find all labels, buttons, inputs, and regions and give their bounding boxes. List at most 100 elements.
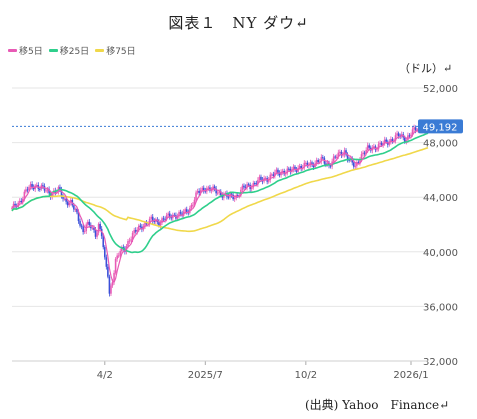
y-tick-label: 32,000 [423, 357, 458, 368]
candle-body [284, 173, 287, 175]
candle-body [199, 190, 202, 194]
candle-body [298, 165, 301, 168]
candle-body [271, 174, 273, 176]
chart-title: 図表１ NY ダウ↵ [168, 14, 309, 32]
last-value-label: 49,192 [423, 122, 458, 133]
y-tick-label: 36,000 [423, 302, 458, 313]
candle-body [133, 230, 135, 233]
y-unit-label: （ドル）↵ [399, 62, 453, 75]
candle-body [405, 140, 408, 142]
candle-body [22, 198, 24, 203]
candle-body [244, 187, 247, 189]
candle-body [230, 193, 233, 195]
candle-body [346, 154, 349, 160]
candle-body [165, 215, 168, 220]
candle-body [247, 184, 250, 186]
y-tick-label: 48,000 [423, 139, 458, 150]
candle-body [379, 142, 381, 145]
candle-body [111, 281, 114, 286]
candle-body [114, 258, 117, 273]
candle-body [77, 212, 80, 222]
candle-body [148, 218, 151, 225]
candle-body [207, 187, 210, 189]
candle-body [63, 198, 66, 200]
candle-body [88, 221, 91, 226]
candle-body [280, 171, 282, 176]
candle-body [48, 189, 50, 194]
candle-body [93, 227, 95, 230]
candle-body [300, 165, 302, 169]
candle-body [351, 158, 354, 163]
candle-body [62, 196, 64, 199]
candle-body [119, 251, 122, 256]
candle-body [193, 199, 196, 205]
candle-body [110, 285, 112, 294]
candle-body [28, 187, 30, 190]
candle-body [303, 162, 306, 168]
candle-body [155, 219, 157, 222]
candle-body [25, 189, 27, 192]
candle-body [105, 257, 108, 267]
candle-body [348, 159, 350, 161]
legend: 移5日 移25日 移75日 [8, 44, 136, 57]
candle-body [253, 183, 256, 185]
candle-body [159, 222, 162, 226]
candle-body [176, 216, 179, 219]
candle-body [14, 203, 16, 206]
candle-body [131, 232, 134, 240]
candle-body [86, 221, 89, 225]
candle-body [190, 204, 193, 209]
candle-body [391, 139, 394, 142]
candle-body [108, 276, 111, 294]
candle-body [325, 163, 327, 165]
candle-body [329, 165, 332, 167]
candle-body [216, 192, 219, 194]
candle-body [357, 162, 360, 164]
candle-body [377, 144, 380, 150]
legend-item-ma75[interactable]: 移75日 [95, 44, 136, 57]
candle-body [138, 225, 140, 230]
candle-body [354, 165, 357, 167]
candle-body [23, 191, 26, 199]
candle-body [117, 255, 120, 257]
candle-body [127, 241, 129, 247]
candle-body [332, 156, 335, 162]
candle-body [130, 239, 132, 241]
candle-body [281, 170, 284, 172]
candle-body [359, 159, 361, 163]
candle-body [91, 227, 94, 229]
x-tick-label: 10/2 [295, 370, 317, 381]
candle-body [352, 162, 355, 167]
candle-body [167, 213, 169, 216]
candle-body [414, 127, 417, 131]
candle-body [286, 168, 289, 174]
candle-body [408, 135, 411, 137]
candle-body [297, 167, 299, 172]
candle-body [397, 133, 400, 137]
candle-body [288, 168, 290, 170]
candle-body [394, 135, 397, 141]
candle-body [404, 137, 406, 142]
candle-body [96, 232, 98, 237]
source-note: (出典) Yahoo Finance↵ [305, 398, 450, 412]
candle-body [274, 172, 276, 176]
candle-body [243, 185, 245, 188]
candle-body [74, 209, 77, 211]
candle-body [371, 147, 374, 151]
candle-body [342, 154, 344, 156]
candle-body [49, 193, 52, 198]
candle-body [59, 187, 61, 190]
candle-body [306, 162, 309, 167]
candle-body [178, 212, 180, 217]
candle-body [185, 209, 188, 213]
candle-body [202, 187, 205, 191]
candle-body [232, 194, 234, 200]
legend-item-ma25[interactable]: 移25日 [48, 44, 89, 57]
candle-body [218, 191, 221, 193]
candle-body [277, 169, 279, 173]
candle-body [360, 154, 363, 160]
legend-swatch-ma5 [8, 49, 17, 52]
candle-body [99, 223, 101, 229]
legend-item-ma5[interactable]: 移5日 [8, 44, 43, 57]
